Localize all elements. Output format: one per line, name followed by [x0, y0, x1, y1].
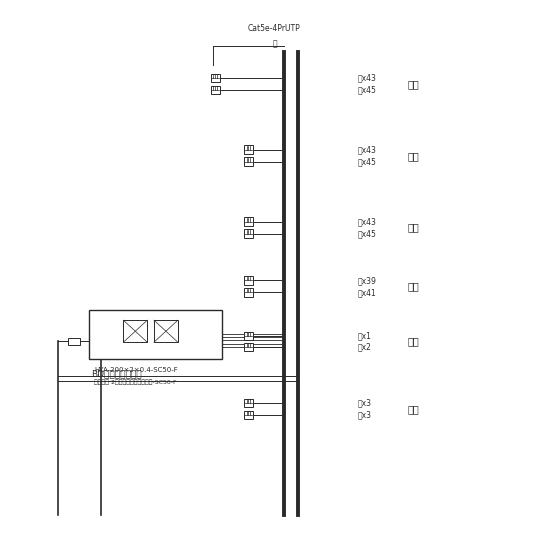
Text: 网x43: 网x43 [358, 217, 376, 226]
Text: Cat5e-4PrUTP: Cat5e-4PrUTP [248, 24, 301, 32]
Text: 互联网交换机: 互联网交换机 [149, 321, 175, 327]
Bar [154, 320, 178, 342]
Text: 网x45: 网x45 [358, 85, 376, 95]
Bar [211, 86, 220, 94]
Bar [244, 288, 253, 297]
Text: 五层: 五层 [408, 151, 419, 161]
Bar [68, 338, 81, 345]
Bar [244, 217, 253, 226]
Bar [244, 229, 253, 238]
Text: 金属戶管 2根包蔻穿管绑扎入户管-SC50-F: 金属戶管 2根包蔻穿管绑扎入户管-SC50-F [94, 379, 177, 385]
Bar [244, 332, 253, 340]
Text: 网x2: 网x2 [358, 342, 371, 351]
Text: 网x45: 网x45 [358, 157, 376, 166]
Text: 网x3: 网x3 [358, 410, 372, 420]
Bar [244, 399, 253, 408]
Text: 绳: 绳 [272, 39, 277, 48]
Text: 三层: 三层 [408, 282, 419, 292]
Bar [244, 145, 253, 154]
Bar [244, 157, 253, 166]
Text: 四层: 四层 [408, 223, 419, 233]
Text: HYA-200×2×0.4-SC50-F: HYA-200×2×0.4-SC50-F [94, 367, 178, 373]
Bar [88, 310, 222, 359]
Text: 网x41: 网x41 [358, 288, 376, 297]
Text: 网x43: 网x43 [358, 73, 376, 82]
Text: 网x1: 网x1 [358, 332, 371, 340]
Text: 一层: 一层 [408, 404, 419, 414]
Text: 网x39: 网x39 [358, 276, 376, 285]
Text: 二层: 二层 [408, 337, 419, 346]
Text: 网x3: 网x3 [358, 398, 372, 408]
Bar [244, 343, 253, 351]
Bar [244, 410, 253, 419]
Text: BD（二层配线房）: BD（二层配线房） [91, 369, 142, 378]
Text: 网x45: 网x45 [358, 229, 376, 238]
Bar [244, 276, 253, 285]
Text: 网x43: 网x43 [358, 145, 376, 155]
Bar [123, 320, 147, 342]
Text: 六层: 六层 [408, 79, 419, 89]
Bar [211, 74, 220, 82]
